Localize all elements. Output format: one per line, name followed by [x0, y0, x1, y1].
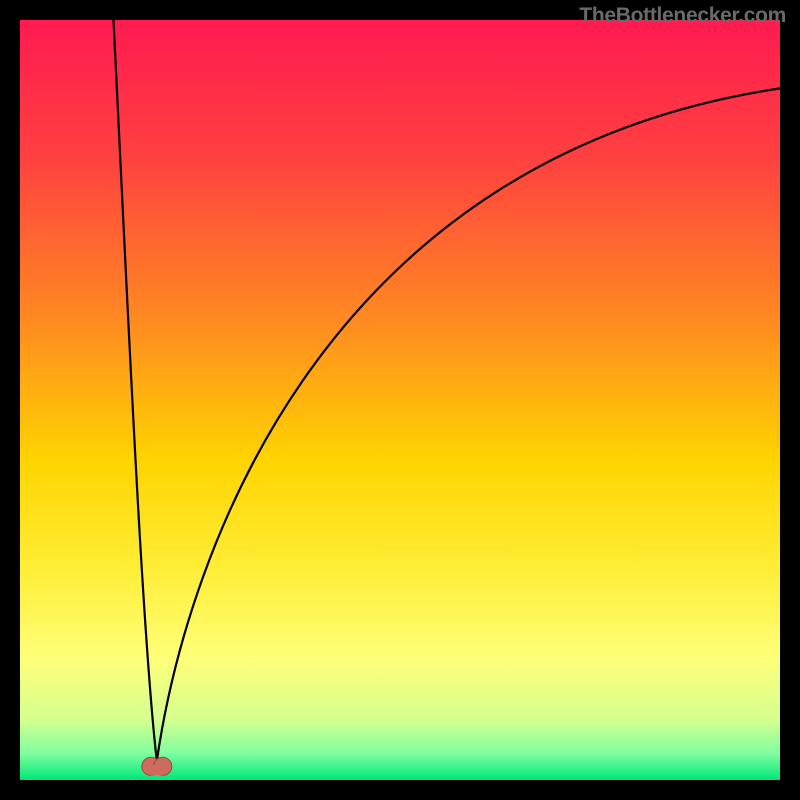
optimum-marker-fill	[151, 765, 163, 776]
chart-container: TheBottlenecker.com	[0, 0, 800, 800]
attribution-label: TheBottlenecker.com	[579, 4, 786, 28]
bottleneck-chart	[0, 0, 800, 800]
optimum-marker	[142, 757, 172, 775]
plot-background	[20, 20, 780, 780]
